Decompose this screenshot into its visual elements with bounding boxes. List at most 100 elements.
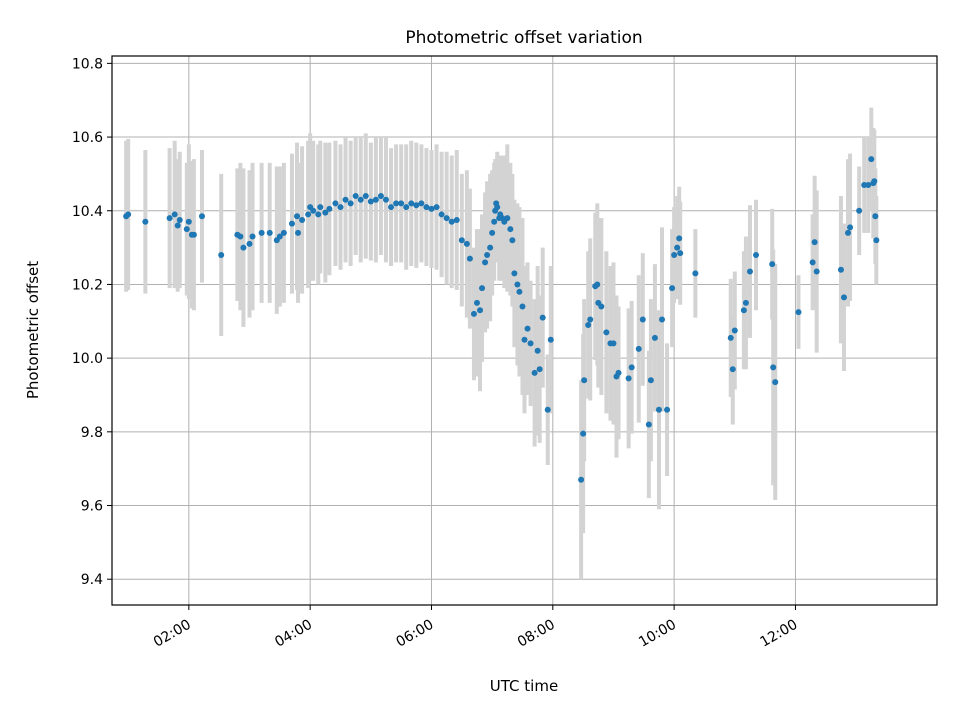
data-point (403, 204, 410, 211)
data-point (473, 299, 480, 306)
data-point (142, 218, 149, 225)
data-point (299, 216, 306, 223)
y-tick-label-0: 9.4 (81, 572, 103, 588)
chart-title: Photometric offset variation (405, 28, 642, 48)
data-point (489, 229, 496, 236)
data-point (322, 209, 329, 216)
data-point (740, 307, 747, 314)
data-point (413, 202, 420, 209)
plot-frame (111, 55, 938, 606)
data-point (443, 215, 450, 222)
data-point (527, 340, 534, 347)
data-point (494, 204, 501, 211)
data-point (655, 406, 662, 413)
data-point (423, 204, 430, 211)
data-point (669, 285, 676, 292)
data-point (615, 369, 622, 376)
data-point (466, 255, 473, 262)
data-point (477, 307, 484, 314)
data-point (594, 281, 601, 288)
data-point (470, 310, 477, 317)
data-point (393, 200, 400, 207)
data-point (491, 218, 498, 225)
data-point (249, 233, 256, 240)
data-point (539, 314, 546, 321)
data-point (585, 321, 592, 328)
y-tick-label-7: 10.8 (72, 56, 103, 72)
data-point (487, 244, 494, 251)
data-point (332, 200, 339, 207)
data-point (871, 178, 878, 185)
x-tick-label-3: 08:00 (515, 617, 558, 651)
data-point (482, 259, 489, 266)
data-point (310, 207, 317, 214)
y-tick-label-2: 9.8 (81, 425, 103, 441)
data-point (519, 303, 526, 310)
data-point (514, 281, 521, 288)
data-point (317, 204, 324, 211)
data-point (190, 231, 197, 238)
data-point (288, 220, 295, 227)
data-point (813, 268, 820, 275)
data-point (753, 251, 760, 258)
data-point (511, 270, 518, 277)
y-axis-ticks: 9.4 9.6 9.8 10.0 10.2 10.4 10.6 10.8 (72, 56, 112, 588)
data-point (772, 379, 779, 386)
data-point (166, 215, 173, 222)
data-point (731, 327, 738, 334)
data-point (628, 364, 635, 371)
data-point (246, 240, 253, 247)
data-point (240, 244, 247, 251)
data-point (185, 218, 192, 225)
data-point (674, 244, 681, 251)
data-point (847, 224, 854, 231)
data-point (294, 213, 301, 220)
data-point (635, 345, 642, 352)
data-point (645, 421, 652, 428)
data-point (769, 261, 776, 268)
data-point (326, 205, 333, 212)
data-point (580, 430, 587, 437)
data-point (305, 211, 312, 218)
data-point (868, 156, 875, 163)
data-point (377, 193, 384, 200)
data-point (603, 329, 610, 336)
y-tick-label-1: 9.6 (81, 499, 103, 515)
data-point (521, 336, 528, 343)
data-point (428, 205, 435, 212)
data-point (382, 196, 389, 203)
data-point (453, 216, 460, 223)
data-point (610, 340, 617, 347)
data-point (692, 270, 699, 277)
data-point (315, 211, 322, 218)
data-point (516, 288, 523, 295)
data-point (171, 211, 178, 218)
data-point (647, 377, 654, 384)
data-point (408, 200, 415, 207)
data-point (872, 213, 879, 220)
data-point (438, 211, 445, 218)
data-point (837, 266, 844, 273)
x-axis-ticks: 02:00 04:00 06:00 08:00 10:00 12:00 (151, 605, 800, 651)
y-tick-label-6: 10.6 (72, 130, 103, 146)
data-point (727, 334, 734, 341)
y-tick-label-5: 10.4 (72, 204, 103, 220)
data-point (742, 299, 749, 306)
data-point (362, 193, 369, 200)
data-point (536, 366, 543, 373)
data-point (418, 200, 425, 207)
data-point (625, 375, 632, 382)
data-point (367, 198, 374, 205)
data-point (507, 226, 514, 233)
data-point (547, 336, 554, 343)
data-point (398, 200, 405, 207)
data-point (659, 316, 665, 323)
data-point (639, 316, 646, 323)
data-point (347, 200, 354, 207)
data-point (729, 366, 736, 373)
data-point (544, 406, 551, 413)
data-point (809, 259, 816, 266)
data-point (337, 204, 344, 211)
data-point (372, 196, 379, 203)
